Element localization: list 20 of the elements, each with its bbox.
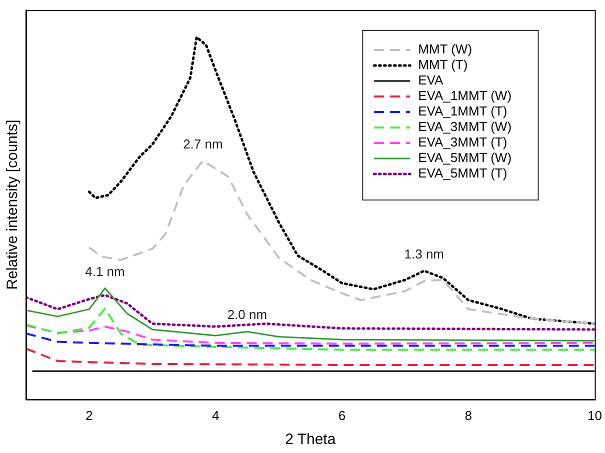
x-tick-label: 6 bbox=[338, 408, 346, 423]
x-tick-label: 10 bbox=[588, 408, 602, 423]
legend-label: EVA_5MMT (T) bbox=[418, 166, 508, 181]
legend-label: MMT (T) bbox=[418, 57, 468, 72]
x-tick-label: 4 bbox=[212, 408, 220, 423]
x-axis-title: 2 Theta bbox=[285, 431, 336, 448]
y-axis-title: Relative intensity [counts] bbox=[4, 120, 22, 290]
x-tick-label: 8 bbox=[464, 408, 472, 423]
x-tick-label: 2 bbox=[86, 408, 93, 423]
legend-label: EVA_5MMT (W) bbox=[418, 150, 512, 166]
legend-label: MMT (W) bbox=[418, 42, 472, 57]
legend-label: EVA_1MMT (W) bbox=[418, 88, 512, 104]
annotation: 2.0 nm bbox=[227, 307, 268, 322]
annotation: 4.1 nm bbox=[85, 264, 125, 279]
legend-label: EVA_1MMT (T) bbox=[418, 104, 508, 119]
annotation: 1.3 nm bbox=[404, 246, 444, 262]
legend-label: EVA_3MMT (T) bbox=[418, 134, 508, 150]
annotation: 2.7 nm bbox=[183, 136, 223, 152]
legend-label: EVA_3MMT (W) bbox=[418, 119, 512, 134]
legend-label: EVA bbox=[418, 72, 444, 88]
